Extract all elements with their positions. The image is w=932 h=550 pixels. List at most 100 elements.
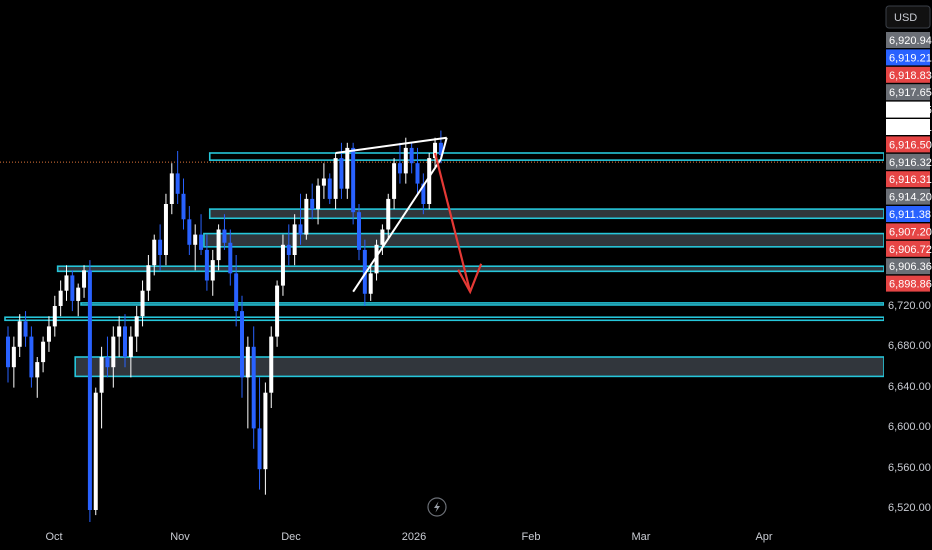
lightning-icon[interactable] [427,497,447,517]
candle-body[interactable] [99,357,104,393]
candle-body[interactable] [17,321,22,347]
price-badge[interactable]: 6,906.72 [886,240,932,257]
candle-body[interactable] [128,336,133,357]
candle-body[interactable] [427,158,432,204]
candle-body[interactable] [46,326,51,342]
candle-body[interactable] [321,178,326,186]
candle-body[interactable] [333,158,338,199]
price-axis[interactable]: USD 6,920.94 6,919.21 6,918.83 6,917.65 6,91… [884,0,932,522]
candle-body[interactable] [298,224,303,235]
candle-body[interactable] [386,198,391,230]
candle-body[interactable] [228,242,233,274]
candle-body[interactable] [82,270,87,288]
candle-body[interactable] [117,326,122,337]
candle-body[interactable] [111,336,116,368]
zone-g[interactable] [74,356,885,378]
candle-body[interactable] [251,346,256,429]
price-badge[interactable]: 6,898.86 [886,275,932,292]
candle-body[interactable] [105,357,110,368]
candle-body[interactable] [29,336,34,378]
price-badge[interactable]: 6,914.20 [886,188,932,205]
candle-body[interactable] [199,234,204,250]
candle-body[interactable] [339,158,344,189]
price-badge[interactable]: 07:37:21 [886,119,932,135]
candle-body[interactable] [11,346,16,368]
candle-body[interactable] [134,316,139,337]
price-badge[interactable]: 6,906.36 [886,258,932,275]
price-badge[interactable]: 6,916.50 [886,136,932,153]
candle-body[interactable] [409,147,414,164]
candle-body[interactable] [216,229,221,261]
time-axis[interactable]: Oct Nov Dec 2026 Feb Mar Apr [0,522,932,550]
candle-body[interactable] [374,244,379,274]
price-badge[interactable]: 6,916.31 [886,171,932,188]
candle-body[interactable] [35,362,40,378]
candle-body[interactable] [380,229,385,245]
candle-body[interactable] [210,260,215,281]
price-badge[interactable]: 6,918.83 [886,66,932,83]
candle-body[interactable] [6,336,10,368]
candle-body[interactable] [222,229,227,243]
price-badge[interactable]: 6,917.65 [886,84,932,101]
candle-body[interactable] [187,219,192,245]
candle-body[interactable] [169,173,174,204]
candle-body[interactable] [152,239,157,266]
price-badge[interactable]: 6,917.05 [886,101,932,118]
candle-body[interactable] [146,265,151,291]
candle-body[interactable] [123,326,127,357]
candle-body[interactable] [392,163,397,199]
candle-body[interactable] [204,249,209,281]
candle-body[interactable] [245,346,250,378]
zone-b[interactable] [208,208,885,220]
price-badge[interactable]: 6,916.32 [886,153,932,170]
candle-body[interactable] [193,234,198,245]
candle-body[interactable] [52,306,57,327]
candle-body[interactable] [286,244,291,255]
candle-body[interactable] [403,147,408,174]
candle-body[interactable] [280,244,285,286]
candle-body[interactable] [310,198,315,210]
candle-body[interactable] [181,193,186,220]
candle-body[interactable] [304,198,309,235]
candle-body[interactable] [292,224,297,255]
candle-body[interactable] [269,336,274,393]
candle-body[interactable] [140,290,145,317]
zone-d[interactable] [56,265,885,273]
candle-body[interactable] [275,285,280,337]
candle-body[interactable] [70,275,75,301]
candle-body[interactable] [316,185,321,210]
price-badge[interactable]: 6,907.20 [886,223,932,240]
candle-body[interactable] [257,428,262,470]
candle-body[interactable] [76,287,81,301]
currency-button[interactable] [885,5,931,29]
candle-body[interactable] [23,321,28,337]
candle-body[interactable] [357,212,361,250]
arrow-shaft[interactable] [433,152,472,292]
price-badge[interactable]: 6,920.94 [886,32,932,48]
price-badge[interactable]: 6,919.21 [886,49,932,66]
candle-body[interactable] [58,290,63,306]
candle-body[interactable] [327,178,332,199]
price-badge[interactable]: 6,911.38 [886,206,931,222]
candle-body[interactable] [438,142,443,156]
candle-body[interactable] [397,163,402,174]
candle-body[interactable] [362,249,367,294]
candle-body[interactable] [175,173,180,194]
candle-body[interactable] [64,275,69,291]
candle-body[interactable] [93,392,98,510]
candle-body[interactable] [163,204,168,255]
candle-body[interactable] [368,273,373,294]
candle-body[interactable] [421,183,426,204]
wedge-upper-line[interactable] [335,136,447,154]
candle-body[interactable] [415,163,420,184]
candle-body[interactable] [351,147,356,213]
candle-body[interactable] [234,273,239,312]
candle-body[interactable] [263,392,268,470]
candle-body[interactable] [433,142,438,159]
candle-body[interactable] [41,341,46,363]
candle-body[interactable] [240,311,244,378]
candle-body[interactable] [345,147,350,189]
wedge-lower-line[interactable] [352,158,442,293]
